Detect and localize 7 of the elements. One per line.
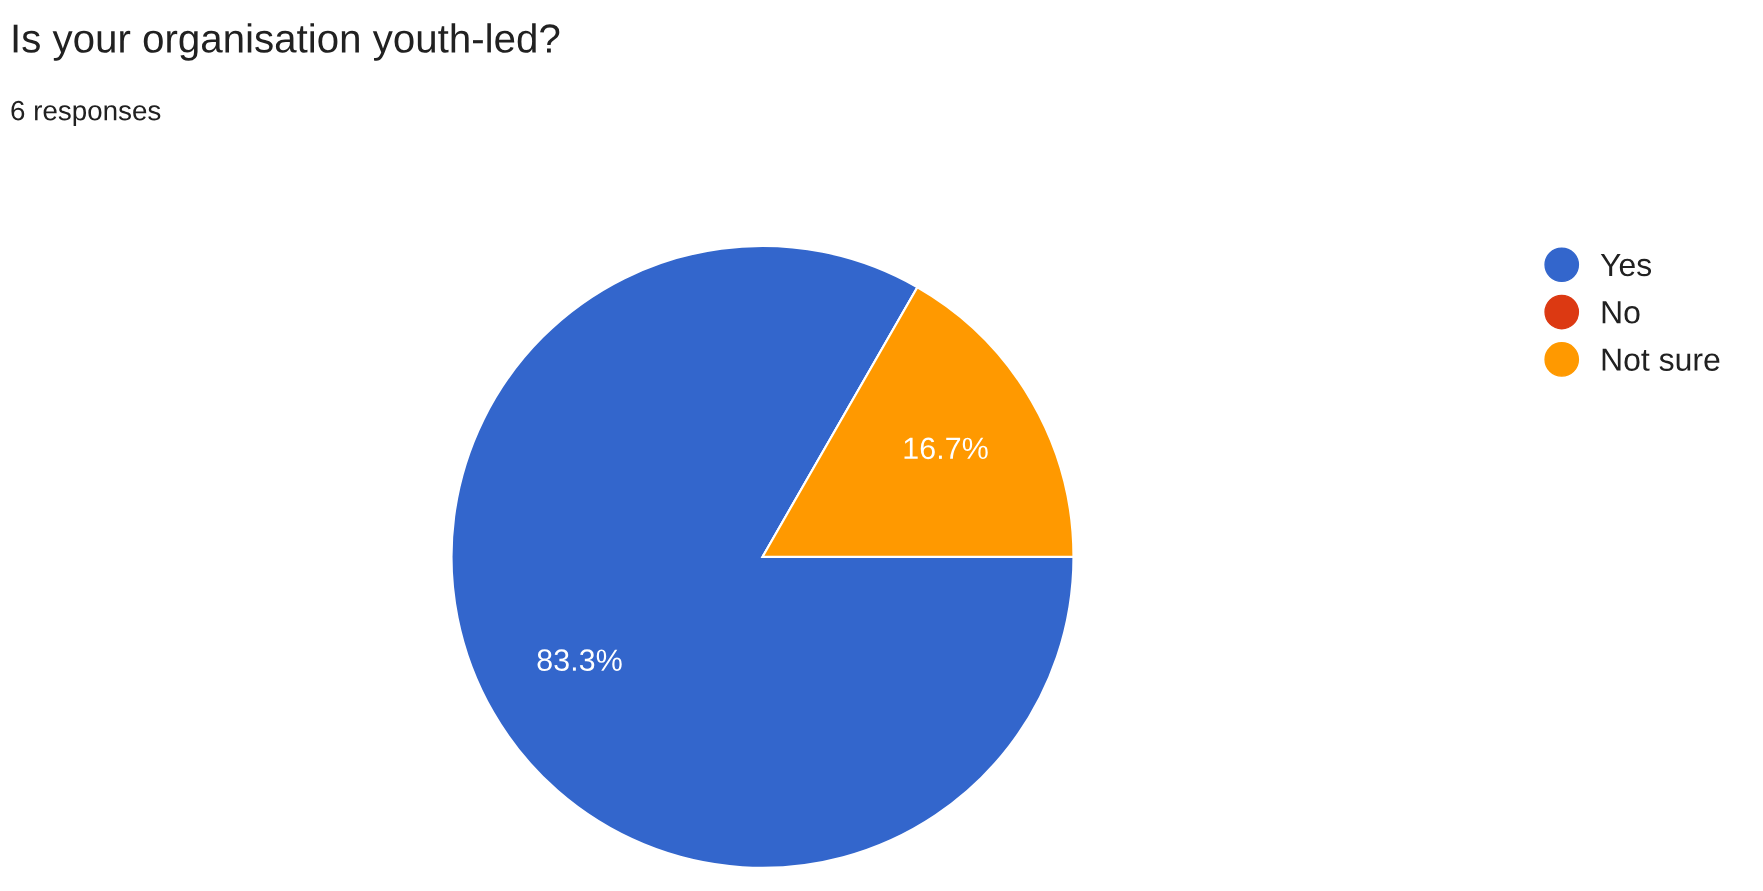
- chart-title: Is your organisation youth-led?: [13, 23, 560, 61]
- data-label: 83.3%: [537, 649, 622, 671]
- legend-label: Yes: [1600, 253, 1652, 277]
- legend-label: No: [1602, 301, 1640, 324]
- data-label: 16.7%: [904, 437, 988, 460]
- legend-label: Not sure: [1602, 348, 1720, 371]
- text: 6 responses: [11, 100, 161, 126]
